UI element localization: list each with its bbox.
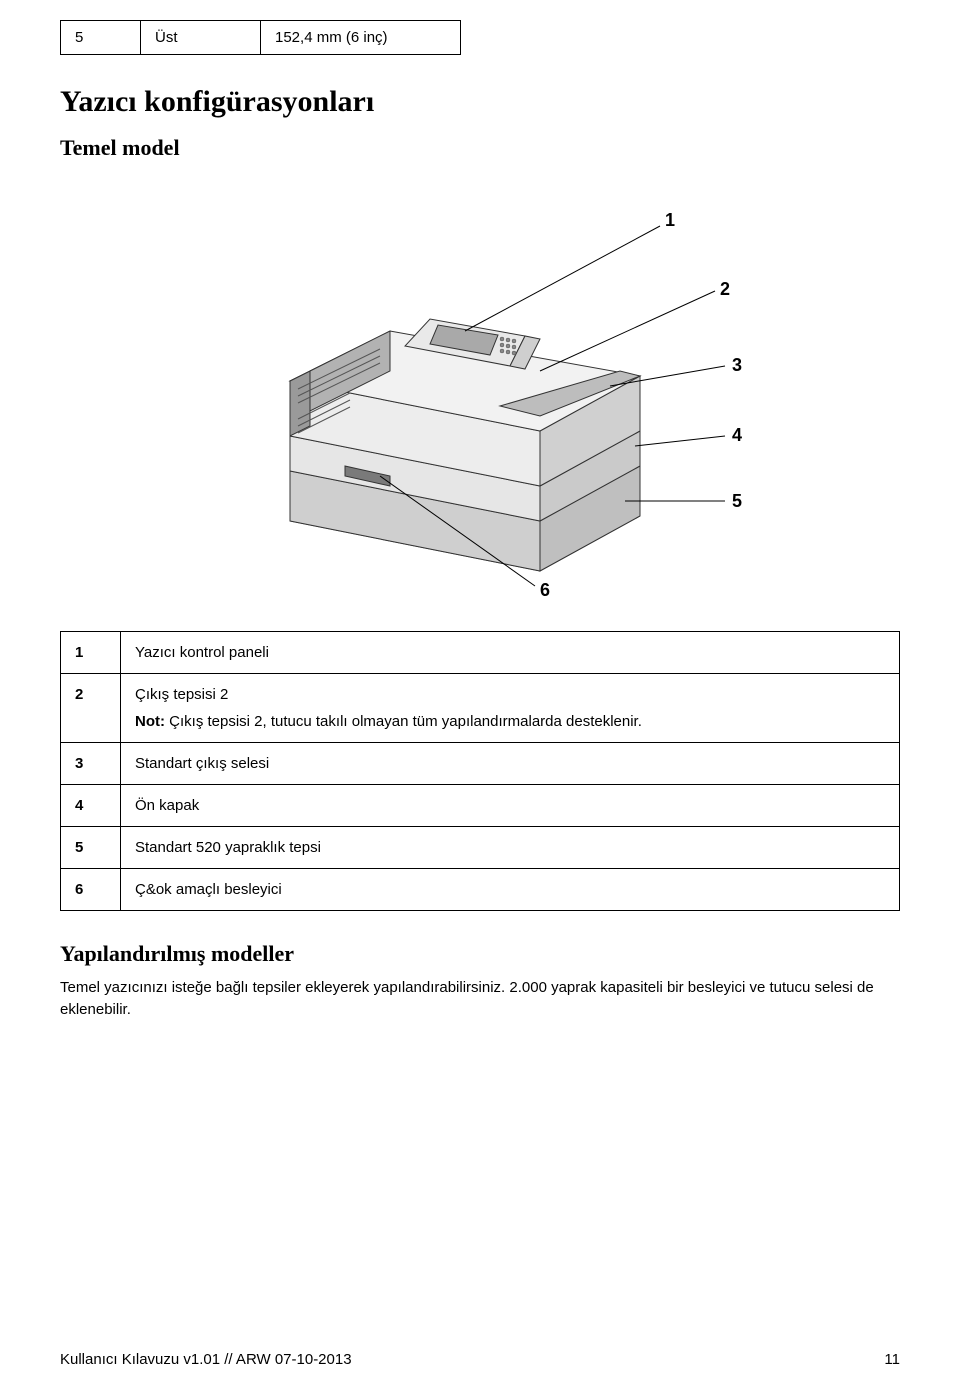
printer-diagram: 1 2 3 4 5 6 <box>180 171 780 611</box>
section-heading: Yazıcı konfigürasyonları <box>60 85 900 119</box>
callout-5: 5 <box>732 491 742 511</box>
page: 5 Üst 152,4 mm (6 inç) Yazıcı konfigüras… <box>0 0 960 1392</box>
footer-left-text: Kullanıcı Kılavuzu v1.01 // ARW 07-10-20… <box>60 1351 352 1368</box>
cell-part-num: 3 <box>61 743 121 785</box>
table-row: 5 Üst 152,4 mm (6 inç) <box>61 21 461 55</box>
table-row: 6 Ç&ok amaçlı besleyici <box>61 869 900 911</box>
cell-part-num: 6 <box>61 869 121 911</box>
cell-part-desc: Standart 520 yapraklık tepsi <box>121 827 900 869</box>
cell-value: 152,4 mm (6 inç) <box>261 21 461 55</box>
cell-num: 5 <box>61 21 141 55</box>
page-footer: Kullanıcı Kılavuzu v1.01 // ARW 07-10-20… <box>60 1351 900 1368</box>
cell-part-desc: Standart çıkış selesi <box>121 743 900 785</box>
table-row: 4 Ön kapak <box>61 785 900 827</box>
subsection-heading: Temel model <box>60 135 900 161</box>
body-paragraph: Temel yazıcınızı isteğe bağlı tepsiler e… <box>60 977 900 1021</box>
cell-part-num: 2 <box>61 674 121 743</box>
callout-1: 1 <box>665 210 675 230</box>
table-row: 1 Yazıcı kontrol paneli <box>61 632 900 674</box>
callout-4: 4 <box>732 425 742 445</box>
subsection-heading-2: Yapılandırılmış modeller <box>60 941 900 967</box>
cell-part-desc: Yazıcı kontrol paneli <box>121 632 900 674</box>
cell-part-num: 5 <box>61 827 121 869</box>
cell-part-desc: Ön kapak <box>121 785 900 827</box>
table-row: 3 Standart çıkış selesi <box>61 743 900 785</box>
table-row: 2 Çıkış tepsisi 2 Not: Çıkış tepsisi 2, … <box>61 674 900 743</box>
callout-6: 6 <box>540 580 550 600</box>
cell-part-num: 4 <box>61 785 121 827</box>
page-number: 11 <box>884 1351 900 1368</box>
callout-2: 2 <box>720 279 730 299</box>
cell-part-desc: Çıkış tepsisi 2 Not: Çıkış tepsisi 2, tu… <box>121 674 900 743</box>
cell-part-num: 1 <box>61 632 121 674</box>
cell-part-desc: Ç&ok amaçlı besleyici <box>121 869 900 911</box>
note-text: Çıkış tepsisi 2, tutucu takılı olmayan t… <box>165 713 642 730</box>
note-label: Not: <box>135 713 165 730</box>
cell-side: Üst <box>141 21 261 55</box>
callout-3: 3 <box>732 355 742 375</box>
table-row: 5 Standart 520 yapraklık tepsi <box>61 827 900 869</box>
part-title: Çıkış tepsisi 2 <box>135 686 228 703</box>
parts-table: 1 Yazıcı kontrol paneli 2 Çıkış tepsisi … <box>60 631 900 911</box>
clearance-table: 5 Üst 152,4 mm (6 inç) <box>60 20 461 55</box>
part-note: Not: Çıkış tepsisi 2, tutucu takılı olma… <box>135 713 885 730</box>
